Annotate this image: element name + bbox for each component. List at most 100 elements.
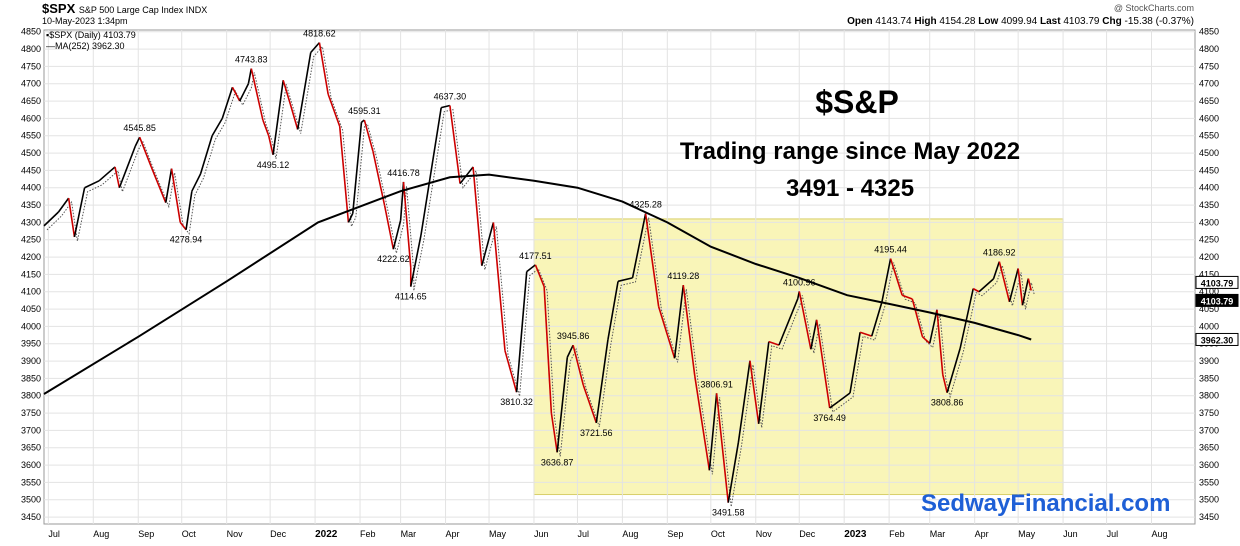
price-segment (282, 80, 292, 105)
price-segment (164, 168, 173, 203)
price-segment (238, 83, 250, 102)
y-tick-right: 3700 (1199, 425, 1219, 435)
price-segment (727, 442, 740, 503)
y-tick-left: 4000 (21, 321, 41, 331)
price-segment (889, 258, 903, 296)
price-segment (566, 344, 574, 358)
price-segment (911, 298, 924, 338)
price-segment (607, 281, 619, 341)
price-segment (267, 135, 274, 155)
y-tick-right: 4700 (1199, 79, 1219, 89)
price-segment (296, 52, 312, 130)
point-label: 3721.56 (580, 428, 613, 438)
y-tick-right: 3550 (1199, 477, 1219, 487)
price-segment (449, 105, 461, 184)
price-segment (402, 181, 412, 268)
y-tick-left: 4650 (21, 96, 41, 106)
price-segment (941, 374, 948, 393)
price-segment (936, 309, 944, 375)
price-segment (556, 357, 569, 453)
price-segment (43, 211, 60, 227)
x-tick-label: Apr (446, 529, 460, 539)
price-segment (399, 181, 405, 221)
price-segment (708, 393, 718, 471)
ohlc-readout: Open 4143.74 High 4154.28 Low 4099.94 La… (847, 16, 1194, 27)
point-label: 4195.44 (874, 245, 907, 255)
price-segment (837, 392, 851, 403)
y-tick-left: 4100 (21, 287, 41, 297)
price-segment (247, 68, 253, 84)
price-segment (543, 286, 553, 414)
price-segment (849, 332, 861, 394)
price-segment (644, 213, 660, 307)
symbol: $SPX (42, 1, 76, 16)
x-tick-label: Feb (360, 529, 376, 539)
y-tick-right: 4350 (1199, 200, 1219, 210)
y-tick-left: 3500 (21, 495, 41, 505)
y-tick-right: 3650 (1199, 443, 1219, 453)
price-segment (815, 319, 831, 409)
y-tick-right: 3500 (1199, 495, 1219, 505)
price-segment (185, 191, 193, 230)
y-tick-left: 4800 (21, 44, 41, 54)
point-label: 4222.62 (377, 254, 410, 264)
point-label: 4743.83 (235, 55, 268, 65)
x-tick-label: Mar (401, 529, 417, 539)
y-tick-left: 4600 (21, 113, 41, 123)
price-segment (810, 319, 818, 350)
y-tick-left: 4150 (21, 269, 41, 279)
point-label: 3764.49 (813, 413, 846, 423)
annotation-title: $S&P (815, 84, 899, 120)
y-tick-left: 3650 (21, 443, 41, 453)
y-tick-left: 4550 (21, 131, 41, 141)
point-label: 4114.65 (395, 292, 427, 302)
price-segment (550, 412, 558, 453)
x-tick-label: Jul (48, 529, 60, 539)
point-label: 4278.94 (170, 235, 203, 245)
x-tick-label: Jul (1107, 529, 1119, 539)
price-segment (946, 348, 961, 393)
point-label: 4186.92 (983, 248, 1016, 258)
price-segment (778, 298, 799, 346)
price-segment (318, 42, 329, 95)
price-segment (372, 151, 386, 206)
price-segment (749, 360, 760, 424)
x-tick-label: Dec (270, 529, 287, 539)
price-segment (138, 136, 153, 168)
point-label: 3810.32 (500, 397, 533, 407)
y-tick-right: 3800 (1199, 391, 1219, 401)
x-tick-label: Nov (227, 529, 244, 539)
x-tick-label: Jun (1063, 529, 1078, 539)
x-tick-label: Nov (756, 529, 773, 539)
y-tick-right: 4100 (1199, 287, 1219, 297)
y-tick-left: 3600 (21, 460, 41, 470)
price-segment (351, 122, 363, 214)
y-tick-left: 4050 (21, 304, 41, 314)
x-tick-label: May (1018, 529, 1036, 539)
price-segment (170, 168, 182, 223)
price-segment (959, 288, 974, 349)
price-segment (595, 339, 609, 424)
price-segment (392, 220, 402, 250)
y-tick-left: 4400 (21, 183, 41, 193)
y-tick-left: 3700 (21, 425, 41, 435)
price-segment (572, 344, 585, 386)
symbol-title: $SPX S&P 500 Large Cap Index INDX (42, 1, 207, 16)
y-tick-right: 4050 (1199, 304, 1219, 314)
price-segment (492, 222, 506, 351)
price-segment (1017, 268, 1024, 306)
price-segment (150, 166, 167, 203)
y-tick-right: 4200 (1199, 252, 1219, 262)
price-segment (992, 261, 1001, 280)
price-segment (798, 291, 812, 350)
price-segment (631, 220, 645, 279)
y-tick-right: 4450 (1199, 165, 1219, 175)
value-tag-box (1195, 332, 1239, 346)
value-tag: 3962.30 (1201, 335, 1234, 345)
price-segment (289, 104, 299, 130)
y-tick-right: 4250 (1199, 235, 1219, 245)
price-segment (179, 221, 187, 231)
price-segment (118, 145, 137, 189)
price-segment (757, 341, 770, 424)
